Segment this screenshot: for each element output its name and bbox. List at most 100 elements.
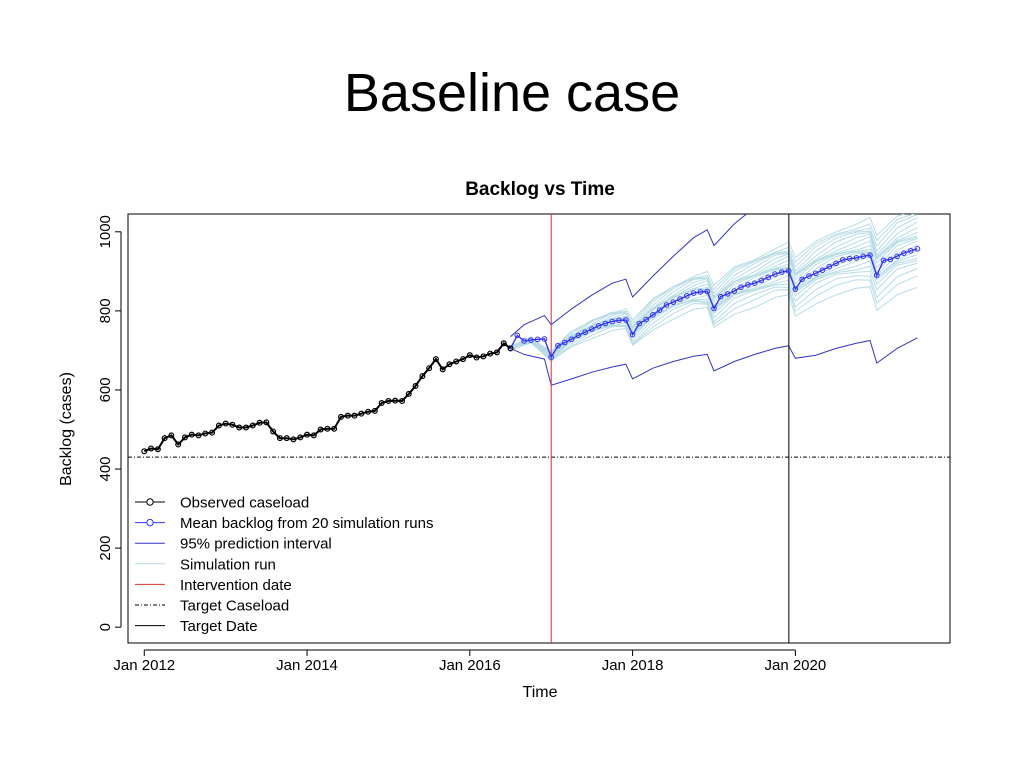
y-tick-label: 600 [97,377,114,402]
mean-backlog-point [907,247,914,254]
simulation-run-line [510,286,918,361]
legend-item: Target Date [135,618,258,635]
observed-caseload-point [202,430,209,437]
mean-backlog-point [541,336,548,342]
mean-backlog-point [589,326,595,332]
mean-backlog-point [568,336,575,343]
mean-backlog-point [643,316,649,323]
mean-backlog-point [616,317,622,324]
observed-caseload-point [378,399,385,406]
y-axis-label: Backlog (cases) [58,372,75,486]
observed-caseload-line [143,341,512,453]
observed-caseload-point [365,408,372,415]
mean-backlog-line [509,248,918,359]
mean-backlog-point [650,312,656,318]
plot-frame [127,213,951,644]
observed-caseload-point [188,431,195,438]
observed-caseload-point [270,428,277,435]
x-tick-label: Jan 2014 [276,657,338,674]
mean-backlog-point [555,342,561,349]
plot-layer [128,214,950,643]
observed-caseload-point [487,350,494,357]
observed-caseload-point [175,441,182,448]
mean-backlog-point [901,250,907,256]
y-tick-label: 1000 [97,215,114,248]
observed-caseload-point [263,419,270,426]
mean-backlog-point [724,291,731,297]
y-tick-label: 200 [97,536,114,561]
mean-backlog-point [711,305,717,312]
mean-backlog-point [670,299,677,305]
legend-swatch-marker [146,518,154,527]
observed-caseload-point [161,435,168,442]
mean-backlog-point [840,257,846,263]
legend-label: Target Date [180,618,258,635]
mean-backlog-point [731,288,738,294]
mean-backlog-point [745,281,751,288]
observed-caseload-point [148,445,155,452]
observed-caseload-point [432,356,439,363]
mean-backlog-point [514,332,521,339]
mean-backlog-point [697,289,704,295]
mean-backlog-point [528,337,534,343]
y-tick-label: 0 [97,623,114,631]
legend-item: 95% prediction interval [135,536,332,553]
observed-caseload-point [256,419,263,426]
legend-item: Target Caseload [135,598,289,615]
x-tick-label: Jan 2020 [764,657,826,674]
observed-caseload-point [385,398,392,405]
mean-backlog-point [609,318,616,325]
simulation-run-line [510,275,918,362]
simulation-run-line [510,214,916,355]
observed-caseload-point [243,424,250,431]
observed-caseload-point [249,422,256,429]
mean-backlog-point [894,253,900,260]
mean-backlog-point [561,339,568,346]
y-tick-label: 400 [97,456,114,481]
observed-caseload-point [358,410,365,417]
mean-backlog-point [799,276,805,283]
observed-caseload-point [215,422,222,429]
observed-caseload-point [371,407,378,414]
x-tick-label: Jan 2012 [113,657,175,674]
mean-backlog-point [846,255,853,262]
mean-backlog-point [663,302,670,308]
mean-backlog-point [772,271,778,277]
legend-item: Simulation run [135,556,276,573]
mean-backlog-point [548,354,555,360]
mean-backlog-point [806,273,812,279]
observed-caseload-point [195,432,202,439]
observed-caseload-point [405,390,412,397]
legend-label: Mean backlog from 20 simulation runs [180,515,433,532]
observed-caseload-point [236,424,243,431]
observed-caseload-point [399,398,406,405]
observed-caseload-point [439,366,446,373]
observed-caseload-point [181,434,188,441]
mean-backlog-point [575,332,582,339]
observed-caseload-point [276,435,283,442]
mean-backlog-point [623,317,629,323]
mean-backlog-point [690,290,697,296]
mean-backlog-point [704,288,711,295]
observed-caseload-point [480,353,487,360]
observed-caseload-point [453,358,460,365]
legend-label: Observed caseload [180,495,309,512]
mean-backlog-point [534,336,541,343]
mean-backlog-point [595,323,602,329]
axis-layer: Jan 2012 Jan 2014 Jan 2016 Jan 2018 Jan 2020… [97,215,826,674]
observed-caseload-point [419,373,426,380]
legend: Observed caseload Mean backlog from 20 si… [135,495,433,635]
mean-backlog-point [738,284,744,290]
mean-backlog-point [873,272,880,279]
mean-backlog-point [914,245,921,252]
mean-backlog-point [833,260,839,267]
prediction-interval-upper-line [510,214,747,337]
simulation-run-line [510,214,906,352]
observed-caseload-point [297,434,304,441]
x-tick-label: Jan 2016 [439,657,501,674]
observed-caseload-point [460,356,467,363]
observed-caseload-point [154,446,161,453]
observed-caseload-point [466,352,473,359]
mean-backlog-point [765,274,772,281]
mean-backlog-point [867,252,873,258]
